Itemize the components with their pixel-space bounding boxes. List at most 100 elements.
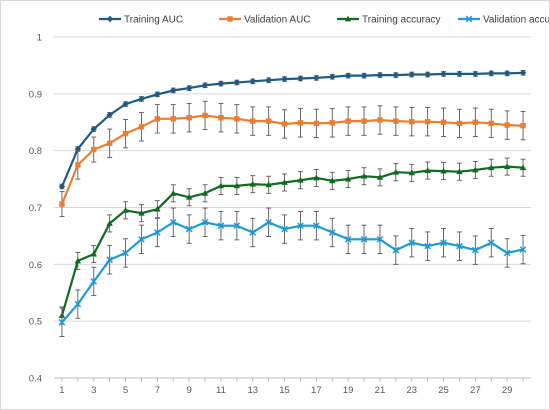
data-point [58, 318, 66, 326]
data-point [122, 206, 129, 213]
data-point [488, 120, 494, 127]
y-tick-label: 0.5 [29, 317, 42, 328]
data-point [392, 246, 400, 254]
data-point [424, 167, 431, 173]
data-point [201, 82, 209, 89]
data-point [58, 183, 66, 190]
data-point [122, 249, 129, 257]
gridlines [54, 36, 531, 379]
data-point [360, 72, 368, 79]
data-point [329, 73, 336, 80]
series-3 [58, 207, 527, 337]
data-point [185, 193, 193, 200]
data-point [218, 115, 224, 121]
data-point [440, 167, 447, 174]
x-tick-label: 11 [216, 385, 226, 396]
data-point [377, 117, 383, 123]
data-point [91, 146, 97, 153]
data-point [74, 300, 82, 308]
data-point [440, 239, 447, 247]
data-point [472, 70, 479, 78]
x-tick-label: 15 [279, 385, 290, 396]
data-point [154, 91, 161, 98]
data-point [504, 122, 510, 128]
data-point [392, 71, 400, 79]
data-point [456, 168, 463, 175]
data-point [344, 175, 352, 182]
data-point [344, 15, 352, 22]
data-point [465, 15, 473, 23]
data-point [106, 15, 114, 23]
data-point [265, 181, 272, 188]
x-tick-label: 5 [123, 385, 128, 396]
series-line [61, 221, 524, 324]
data-point [234, 116, 240, 122]
data-point [75, 162, 81, 168]
data-point [281, 225, 288, 233]
series-0 [58, 69, 527, 190]
data-point [408, 169, 415, 176]
series-2 [58, 157, 527, 325]
data-point [154, 116, 161, 122]
series-line [60, 114, 524, 205]
data-point [488, 70, 495, 77]
data-point [313, 74, 320, 82]
data-point [313, 120, 320, 127]
data-point [265, 218, 272, 226]
data-point [106, 256, 113, 264]
data-point [169, 218, 177, 226]
data-point [392, 168, 400, 175]
legend-label: Training AUC [124, 15, 183, 26]
data-point [440, 70, 447, 78]
data-point [313, 222, 320, 230]
data-point [154, 229, 161, 236]
data-point [297, 75, 304, 82]
data-point [503, 249, 511, 257]
legend-label: Validation accuracy [483, 15, 549, 26]
data-point [170, 116, 176, 122]
x-tick-label: 3 [91, 385, 96, 396]
data-point [201, 218, 209, 226]
data-point [202, 112, 208, 119]
data-point [106, 220, 113, 226]
data-point [74, 145, 82, 153]
legend-label: Training accuracy [362, 15, 441, 26]
series-line [60, 165, 524, 316]
series [58, 69, 527, 337]
data-point [233, 79, 241, 86]
data-point [90, 125, 97, 133]
x-tick-label: 27 [470, 385, 481, 396]
data-point [59, 201, 65, 207]
x-tick-label: 7 [155, 385, 160, 396]
data-point [265, 76, 272, 84]
data-point [138, 209, 145, 216]
x-tick-label: 19 [343, 385, 354, 396]
data-point [329, 177, 336, 184]
data-point [90, 250, 97, 257]
data-point [487, 239, 495, 247]
data-point [233, 182, 241, 189]
y-tick-label: 0.6 [29, 260, 42, 271]
data-point [472, 246, 479, 254]
data-point [472, 119, 479, 125]
series-line [60, 71, 524, 187]
data-point [170, 189, 177, 196]
data-point [297, 222, 304, 230]
data-point [360, 235, 368, 243]
data-point [297, 120, 304, 126]
data-point [217, 222, 225, 230]
x-tick-label: 9 [187, 385, 192, 396]
data-point [227, 16, 233, 22]
data-point [74, 257, 82, 264]
data-point [376, 235, 384, 243]
data-point [424, 71, 431, 78]
data-point [424, 242, 431, 250]
data-point [345, 118, 351, 124]
data-point [456, 120, 463, 127]
data-point [281, 75, 288, 83]
y-tick-label: 1 [37, 33, 42, 44]
data-point [393, 118, 399, 124]
data-point [360, 172, 368, 179]
data-point [408, 71, 415, 78]
